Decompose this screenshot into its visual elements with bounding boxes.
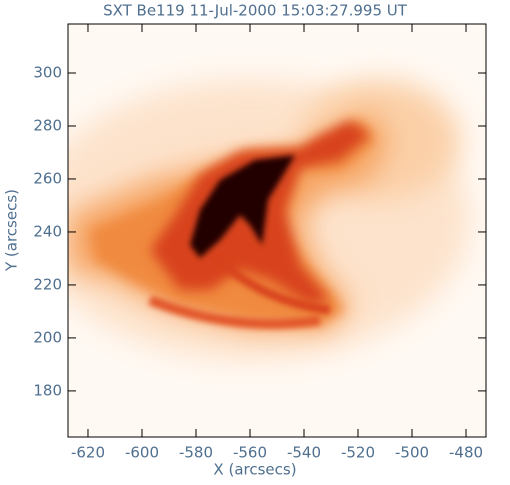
x-tick-label: -580: [179, 444, 213, 462]
y-tick-label: 260: [33, 169, 62, 187]
y-tick-label: 280: [33, 116, 62, 134]
x-axis-label: X (arcsecs): [213, 461, 296, 479]
x-tick-label: -480: [449, 444, 483, 462]
chart-title: SXT Be119 11-Jul-2000 15:03:27.995 UT: [103, 2, 408, 20]
y-tick-label: 240: [33, 222, 62, 240]
plot-frame: [67, 23, 487, 438]
x-tick-label: -500: [395, 444, 429, 462]
x-tick-label: -520: [341, 444, 375, 462]
solar-image: [68, 24, 486, 437]
x-tick-label: -560: [233, 444, 267, 462]
y-tick-label: 180: [33, 381, 62, 399]
x-tick-label: -600: [125, 444, 159, 462]
x-tick-label: -540: [287, 444, 321, 462]
x-tick-label: -620: [71, 444, 105, 462]
y-tick-label: 200: [33, 328, 62, 346]
y-tick-label: 220: [33, 275, 62, 293]
y-tick-label: 300: [33, 64, 62, 82]
y-axis-label: Y (arcsecs): [3, 189, 21, 272]
